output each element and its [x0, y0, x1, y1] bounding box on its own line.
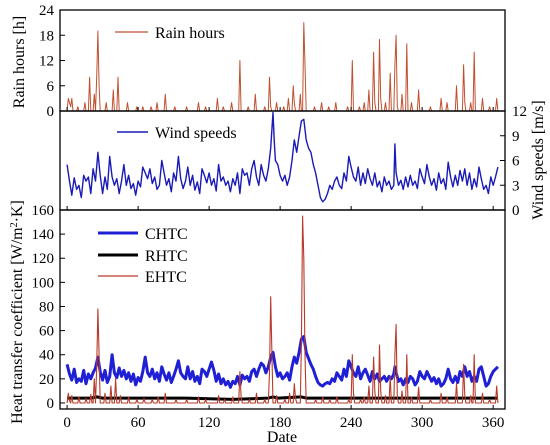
- wind-series-wind-speeds-line: [66, 111, 499, 203]
- rain-ytick-label: 18: [39, 28, 54, 44]
- htc-xtick-label: 240: [340, 415, 363, 431]
- rain-ytick-label: 12: [39, 54, 54, 70]
- wind-ytick-label: 12: [512, 104, 527, 120]
- panel-rain: 0 6 12 18 24 Rain hours [h] Rain hours: [11, 3, 506, 120]
- htc-xlabel: Date: [267, 429, 297, 445]
- wind-ytick-label: 3: [512, 178, 520, 194]
- wind-frame: [59, 110, 506, 211]
- htc-frame: [59, 209, 506, 410]
- rain-ytick-label: 6: [47, 79, 55, 95]
- wind-series: [66, 111, 499, 203]
- htc-xtick-label: 0: [63, 415, 71, 431]
- htc-series: [65, 215, 499, 404]
- rain-ytick-label: 24: [39, 3, 55, 19]
- htc-legend-label-rhtc: RHTC: [145, 248, 188, 265]
- htc-xtick-label: 60: [131, 415, 146, 431]
- htc-xtick-label: 360: [482, 415, 505, 431]
- htc-ytick-label: 140: [32, 227, 55, 243]
- rain-frame: [59, 9, 506, 112]
- htc-ytick-label: 80: [39, 299, 54, 315]
- htc-ytick-label: 40: [39, 348, 54, 364]
- htc-xtick-label: 120: [198, 415, 221, 431]
- rain-legend-label: Rain hours: [155, 25, 225, 42]
- wind-ylabel: Wind speeds [m/s]: [530, 100, 547, 219]
- htc-legend-label-ehtc: EHTC: [145, 269, 187, 286]
- panel-wind: 0 3 6 9 12 Wind speeds [m/s] Wind speeds: [59, 100, 547, 220]
- rain-ticks: 0 6 12 18 24: [39, 3, 494, 120]
- wind-ytick-label: 0: [512, 203, 520, 219]
- htc-legend-label-chtc: CHTC: [145, 226, 188, 243]
- wind-legend-label: Wind speeds: [155, 125, 237, 142]
- htc-ylabel-sup: 2: [9, 222, 20, 227]
- htc-ytick-label: 120: [32, 251, 55, 267]
- htc-series-chtc-line: [65, 335, 499, 389]
- wind-ticks: 0 3 6 9 12: [66, 104, 527, 219]
- htc-xtick-label: 300: [411, 415, 434, 431]
- rain-series: [66, 22, 499, 112]
- htc-legend: CHTC RHTC EHTC: [98, 226, 188, 286]
- rain-series-rain-hours-line: [66, 22, 499, 112]
- htc-ytick-label: 100: [32, 275, 55, 291]
- wind-ytick-label: 6: [512, 154, 520, 170]
- htc-ylabel: Heat transfer coefficient [W/m2·K]: [9, 200, 27, 424]
- htc-xtick-label: 180: [269, 415, 292, 431]
- htc-ytick-label: 20: [39, 372, 54, 388]
- htc-series-rhtc-line: [67, 395, 498, 401]
- htc-ytick-label: 0: [47, 396, 55, 412]
- rain-ytick-label: 0: [47, 104, 55, 120]
- wind-ytick-label: 9: [512, 129, 520, 145]
- htc-ytick-label: 160: [32, 203, 55, 219]
- htc-ytick-label: 60: [39, 324, 54, 340]
- htc-ylabel-main: Heat transfer coefficient [W/m: [9, 227, 26, 424]
- rain-ylabel: Rain hours [h]: [11, 16, 28, 108]
- htc-ticks: 0 20 40 60 80 100 120 140 160 0 60 120 180 240 300 360: [32, 203, 505, 431]
- htc-series-ehtc-line: [66, 215, 499, 404]
- htc-ylabel-tail: ·K]: [9, 200, 26, 222]
